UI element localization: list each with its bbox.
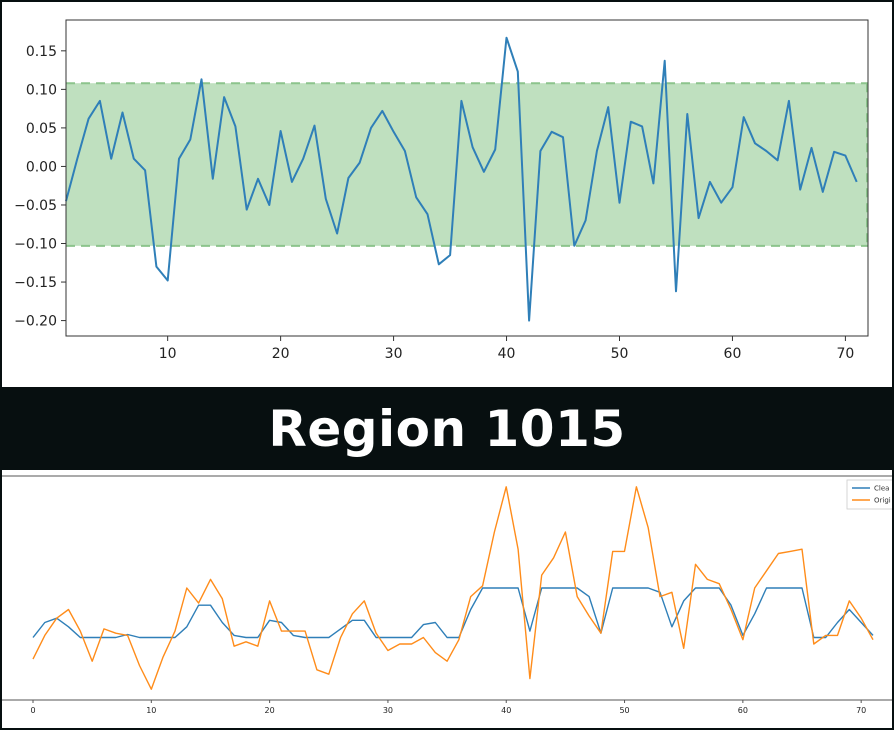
tolerance-band: [66, 83, 868, 246]
x-tick-label: 20: [272, 346, 290, 362]
x-tick-label: 0: [30, 706, 35, 715]
clean-vs-original-line-chart: 0 10 20 30 40 50 60 70 Clea Origi: [2, 475, 892, 715]
plot-frame: [65, 19, 869, 337]
legend-box: [846, 479, 892, 510]
y-tick-label: −0.05: [14, 198, 57, 214]
x-tick-label: 50: [611, 346, 629, 362]
deviation-series-line: [65, 36, 858, 322]
x-tick-label: 60: [738, 706, 748, 715]
x-tick-label: 40: [498, 346, 516, 362]
bottom-chart-panel: 0 10 20 30 40 50 60 70 Clea Origi: [2, 470, 892, 728]
legend: Clea Origi: [846, 479, 892, 510]
x-tick-label: 60: [724, 346, 742, 362]
x-tick-label: 30: [383, 706, 393, 715]
x-tick-label: 50: [619, 706, 629, 715]
y-tick-label: 0.10: [26, 82, 57, 98]
x-tick-label: 10: [146, 706, 156, 715]
y-tick-label: 0.15: [26, 44, 57, 60]
y-tick-label: 0.05: [26, 121, 57, 137]
top-chart-panel: 10 20 30 40 50 60 70 0.15 0.10 0.05 0.00 −0.05 −0.10…: [2, 2, 892, 387]
y-tick-label: 0.00: [26, 159, 57, 175]
x-tick-label: 20: [265, 706, 275, 715]
y-tick-label: −0.15: [14, 275, 57, 291]
deviation-line-chart: 10 20 30 40 50 60 70 0.15 0.10 0.05 0.00 −0.05 −0.10…: [14, 19, 869, 362]
x-tick-label: 70: [836, 346, 854, 362]
x-tick-label: 10: [159, 346, 177, 362]
x-tick-label: 40: [501, 706, 511, 715]
title-band: Region 1015: [0, 387, 894, 470]
x-tick-label: 70: [856, 706, 866, 715]
clean-series-line: [32, 587, 874, 639]
region-title: Region 1015: [268, 399, 626, 458]
y-tick-label: −0.10: [14, 237, 57, 253]
legend-label: Origi: [874, 497, 891, 505]
y-tick-label: −0.20: [14, 314, 57, 330]
legend-label: Clea: [874, 485, 889, 493]
x-tick-label: 30: [385, 346, 403, 362]
original-series-line: [32, 486, 874, 690]
